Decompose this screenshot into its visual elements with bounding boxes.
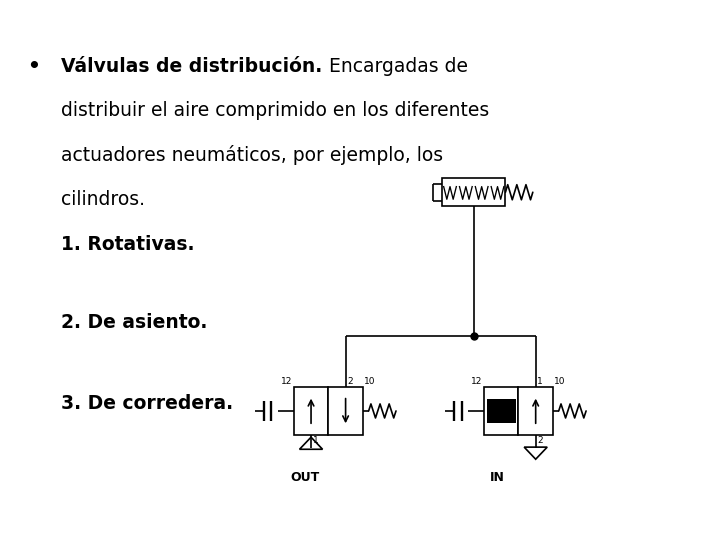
FancyBboxPatch shape [484, 387, 518, 435]
Text: distribuir el aire comprimido en los diferentes: distribuir el aire comprimido en los dif… [61, 101, 490, 120]
FancyBboxPatch shape [518, 387, 553, 435]
FancyBboxPatch shape [442, 178, 505, 206]
Text: Válvulas de distribución.: Válvulas de distribución. [61, 57, 323, 76]
FancyBboxPatch shape [294, 387, 328, 435]
Text: 2: 2 [347, 377, 353, 386]
Text: 2. De asiento.: 2. De asiento. [61, 313, 207, 332]
Text: 3. De corredera.: 3. De corredera. [61, 394, 233, 413]
Text: 2: 2 [538, 436, 544, 445]
Text: OUT: OUT [290, 471, 320, 484]
Text: 10: 10 [364, 377, 376, 386]
Text: 1. Rotativas.: 1. Rotativas. [61, 235, 194, 254]
Text: 12: 12 [471, 377, 482, 386]
Text: actuadores neumáticos, por ejemplo, los: actuadores neumáticos, por ejemplo, los [61, 145, 444, 165]
Text: Encargadas de: Encargadas de [317, 57, 468, 76]
FancyBboxPatch shape [328, 387, 363, 435]
FancyBboxPatch shape [487, 399, 516, 423]
Text: •: • [27, 57, 40, 76]
Text: 12: 12 [281, 377, 292, 386]
Text: 10: 10 [554, 377, 566, 386]
Text: cilindros.: cilindros. [61, 190, 145, 208]
Text: 1: 1 [537, 377, 543, 386]
Text: IN: IN [490, 471, 505, 484]
Text: 1: 1 [313, 436, 319, 445]
